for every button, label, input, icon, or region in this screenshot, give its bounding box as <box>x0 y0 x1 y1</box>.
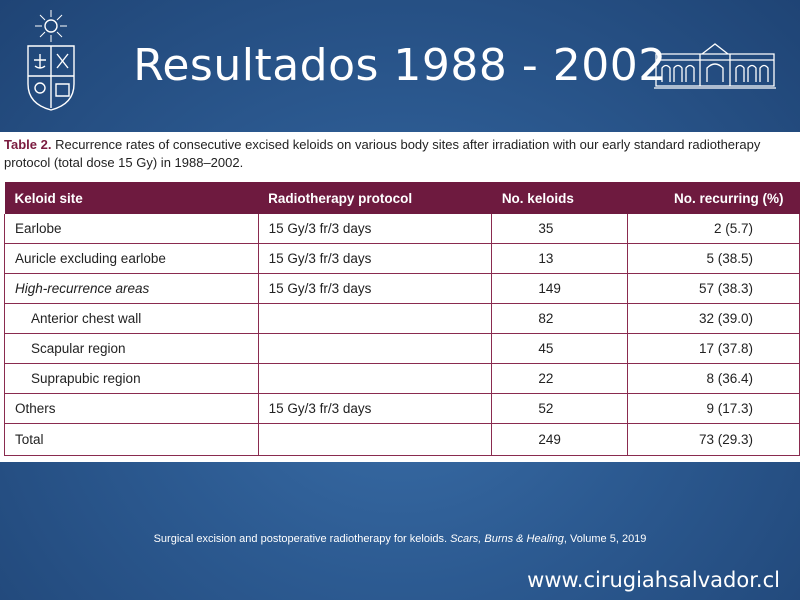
keloids-cell: 149 <box>491 273 629 304</box>
column-header: Radiotherapy protocol <box>258 182 492 214</box>
recurring-cell: 9 (17.3) <box>627 393 800 424</box>
citation: Surgical excision and postoperative radi… <box>0 533 800 545</box>
keloid-site-cell: Suprapubic region <box>4 363 259 394</box>
protocol-cell <box>258 303 493 334</box>
keloid-site-cell: Scapular region <box>4 333 259 364</box>
table-caption: Table 2. Recurrence rates of consecutive… <box>4 136 794 172</box>
keloid-site-cell: Anterior chest wall <box>4 303 259 334</box>
column-header: No. recurring (%) <box>627 182 800 214</box>
table-total-row: Total 249 73 (29.3) <box>4 423 800 456</box>
website-url: www.cirugiahsalvador.cl <box>527 568 780 592</box>
keloids-cell: 13 <box>491 243 629 274</box>
citation-text: Surgical excision and postoperative radi… <box>153 533 448 545</box>
table-row: Auricle excluding earlobe 15 Gy/3 fr/3 d… <box>4 243 800 274</box>
university-crest-icon <box>27 10 75 111</box>
column-header: Keloid site <box>4 182 259 214</box>
protocol-cell: 15 Gy/3 fr/3 days <box>258 243 493 274</box>
keloids-cell: 35 <box>491 214 629 244</box>
table-caption-text: Recurrence rates of consecutive excised … <box>4 137 761 170</box>
recurring-cell: 2 (5.7) <box>627 214 800 244</box>
table-row: Scapular region 45 17 (37.8) <box>4 333 800 364</box>
recurring-cell: 17 (37.8) <box>627 333 800 364</box>
table-row: Suprapubic region 22 8 (36.4) <box>4 363 800 394</box>
keloid-site-cell: Total <box>4 423 259 456</box>
protocol-cell: 15 Gy/3 fr/3 days <box>258 393 493 424</box>
keloids-cell: 45 <box>491 333 629 364</box>
building-facade-icon <box>654 43 776 89</box>
recurring-cell: 5 (38.5) <box>627 243 800 274</box>
recurrence-table: Keloid site Radiotherapy protocol No. ke… <box>4 182 800 456</box>
keloids-cell: 22 <box>491 363 629 394</box>
table-row: Others 15 Gy/3 fr/3 days 52 9 (17.3) <box>4 393 800 424</box>
column-header: No. keloids <box>491 182 628 214</box>
table-panel: Table 2. Recurrence rates of consecutive… <box>0 132 800 462</box>
table-header-row: Keloid site Radiotherapy protocol No. ke… <box>4 182 800 214</box>
keloids-cell: 249 <box>491 423 629 456</box>
keloids-cell: 82 <box>491 303 629 334</box>
protocol-cell: 15 Gy/3 fr/3 days <box>258 214 493 244</box>
recurring-cell: 8 (36.4) <box>627 363 800 394</box>
citation-journal: Scars, Burns & Healing <box>450 533 564 545</box>
slide-title: Resultados 1988 - 2002 <box>133 40 667 91</box>
keloid-site-cell: High-recurrence areas <box>4 273 259 304</box>
protocol-cell: 15 Gy/3 fr/3 days <box>258 273 493 304</box>
table-row: Anterior chest wall 82 32 (39.0) <box>4 303 800 334</box>
recurring-cell: 57 (38.3) <box>627 273 800 304</box>
table-row: High-recurrence areas 15 Gy/3 fr/3 days … <box>4 273 800 304</box>
recurring-cell: 73 (29.3) <box>627 423 800 456</box>
protocol-cell <box>258 423 493 456</box>
keloid-site-cell: Others <box>4 393 259 424</box>
citation-volume: , Volume 5, 2019 <box>563 533 647 545</box>
keloid-site-cell: Auricle excluding earlobe <box>4 243 259 274</box>
recurring-cell: 32 (39.0) <box>627 303 800 334</box>
protocol-cell <box>258 333 493 364</box>
protocol-cell <box>258 363 493 394</box>
table-label: Table 2. <box>4 137 52 152</box>
table-row: Earlobe 15 Gy/3 fr/3 days 35 2 (5.7) <box>4 214 800 244</box>
keloid-site-cell: Earlobe <box>4 214 259 244</box>
keloids-cell: 52 <box>491 393 629 424</box>
